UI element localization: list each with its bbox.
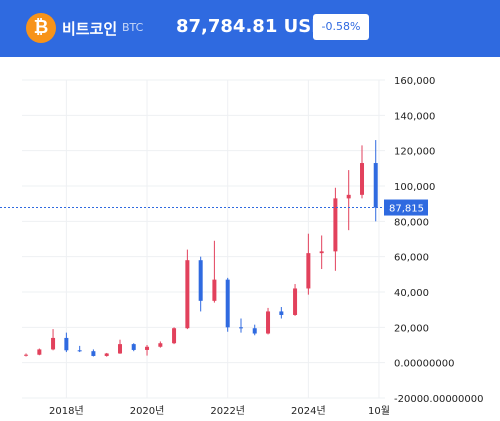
candle-body bbox=[346, 194, 351, 199]
y-tick-label: 40,000 bbox=[394, 288, 429, 299]
coin-symbol: BTC bbox=[122, 21, 144, 34]
candle-body bbox=[333, 198, 338, 252]
x-tick-label: 2020년 bbox=[130, 405, 165, 417]
candle-body bbox=[252, 328, 257, 334]
candle-body bbox=[24, 354, 29, 356]
candle-body bbox=[319, 251, 324, 254]
candle-body bbox=[239, 327, 244, 329]
y-tick-label: -20000.00000000 bbox=[394, 394, 484, 405]
y-tick-label: 120,000 bbox=[394, 147, 435, 158]
candle-body bbox=[104, 353, 109, 356]
y-tick-label: 100,000 bbox=[394, 182, 435, 193]
candle-body bbox=[212, 279, 217, 301]
candle-body bbox=[306, 253, 311, 289]
candle-body bbox=[145, 346, 150, 350]
current-price-label: 87,815 bbox=[389, 204, 424, 215]
candle-body bbox=[91, 351, 96, 356]
candle-body bbox=[279, 311, 284, 315]
x-tick-label: 2022년 bbox=[210, 405, 245, 417]
candle-body bbox=[225, 279, 230, 328]
candle-body bbox=[360, 163, 365, 195]
y-tick-label: 160,000 bbox=[394, 76, 435, 87]
y-tick-label: 0.00000000 bbox=[394, 359, 454, 370]
candle-body bbox=[51, 337, 56, 350]
candle-body bbox=[293, 288, 298, 315]
y-axis: 160,000 140,000 120,000 100,000 80,000 60,000… bbox=[394, 76, 484, 405]
x-axis: 2018년 2020년 2022년 2024년 10월 bbox=[49, 405, 390, 417]
chart-grid bbox=[22, 79, 385, 399]
bitcoin-icon: ₿ bbox=[26, 13, 56, 43]
x-tick-label: 10월 bbox=[368, 405, 390, 417]
candle-body bbox=[266, 311, 271, 334]
x-tick-label: 2024년 bbox=[291, 405, 326, 417]
coin-name: 비트코인 bbox=[62, 20, 118, 38]
current-price-line: 87,815 bbox=[0, 199, 428, 216]
candle-body bbox=[118, 344, 123, 354]
y-tick-label: 60,000 bbox=[394, 253, 429, 264]
y-tick-label: 20,000 bbox=[394, 323, 429, 334]
candle-body bbox=[185, 260, 190, 329]
candle-body bbox=[172, 328, 177, 344]
y-tick-label: 140,000 bbox=[394, 111, 435, 122]
candlestick-series bbox=[24, 140, 378, 357]
candle-body bbox=[64, 337, 69, 351]
candle-body bbox=[77, 350, 82, 352]
candle-body bbox=[373, 163, 378, 208]
current-price-tag bbox=[384, 199, 428, 216]
current-price: 87,784.81 USDT bbox=[176, 16, 339, 37]
price-change-badge: -0.58% bbox=[313, 14, 369, 40]
candle-body bbox=[158, 343, 163, 347]
x-tick-label: 2018년 bbox=[49, 405, 84, 417]
candle-body bbox=[37, 349, 42, 355]
candle-body bbox=[198, 260, 203, 301]
candle-body bbox=[131, 344, 136, 350]
bitcoin-icon-glyph: ₿ bbox=[33, 17, 49, 38]
header-bar: ₿ 비트코인 BTC 87,784.81 USDT -0.58% bbox=[0, 0, 500, 57]
y-tick-label: 80,000 bbox=[394, 217, 429, 228]
